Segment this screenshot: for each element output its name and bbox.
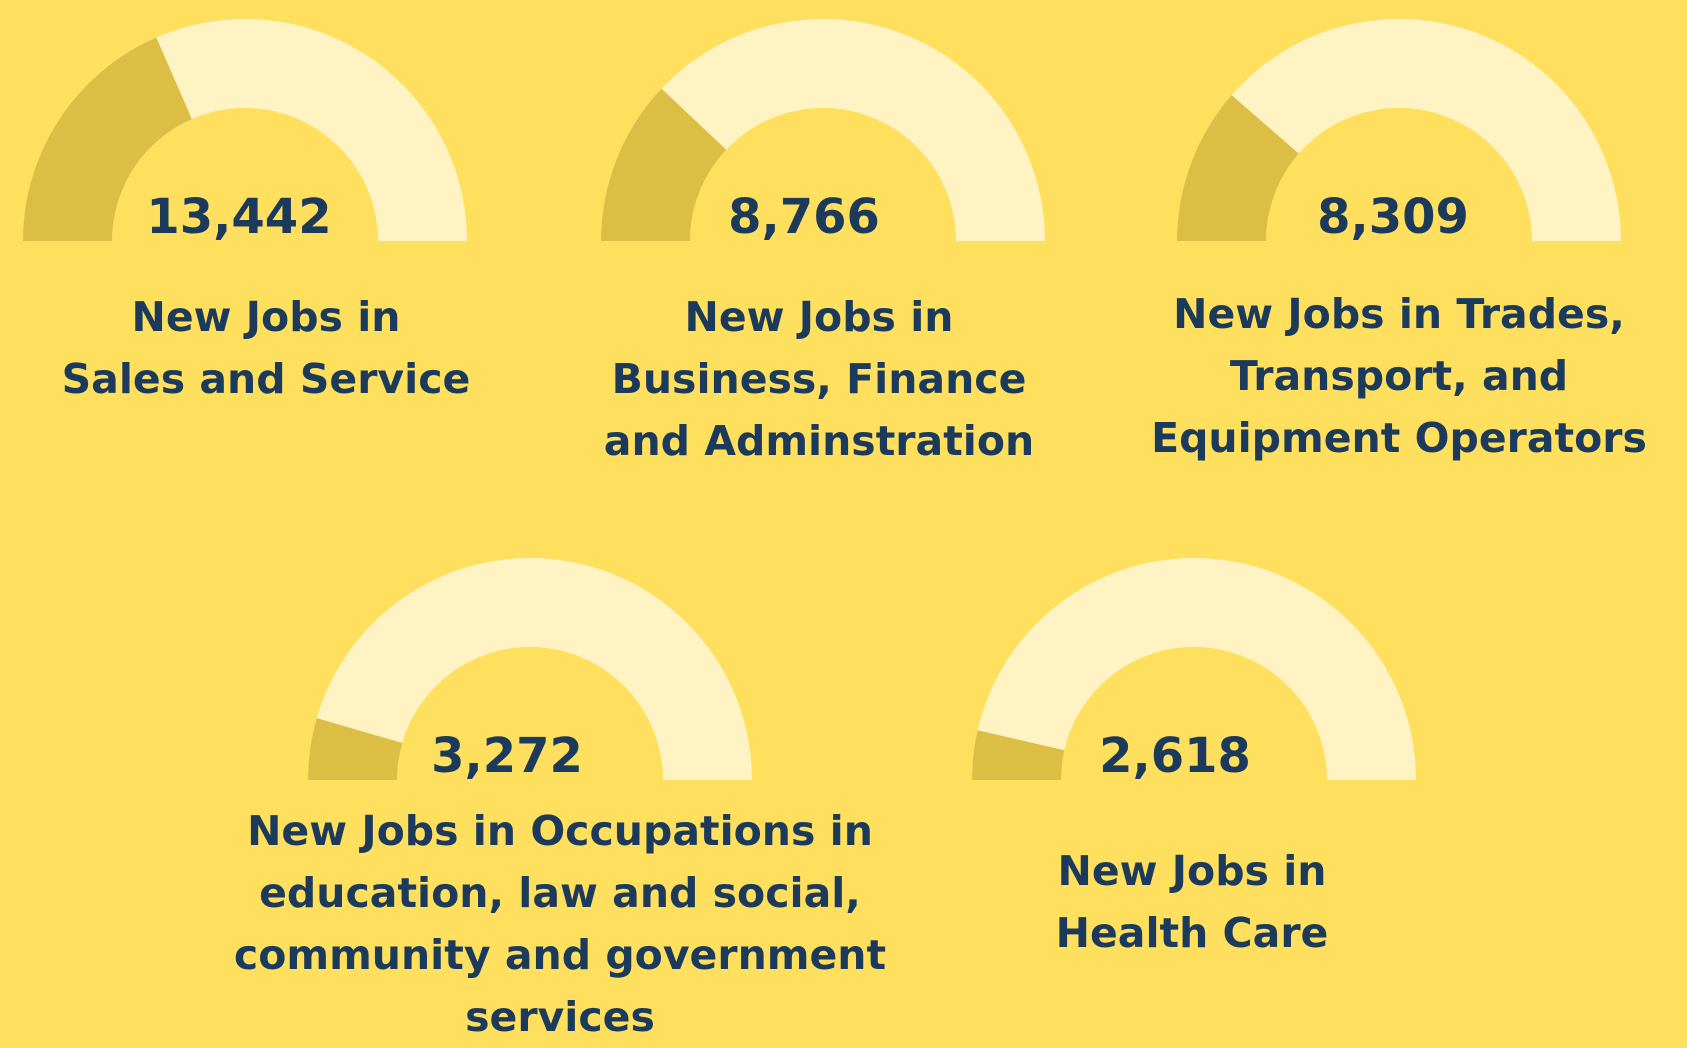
gauge-track <box>601 19 1045 241</box>
gauge-value: 2,618 <box>1099 728 1251 784</box>
gauge-value: 8,766 <box>728 189 880 245</box>
gauge-value: 13,442 <box>146 189 331 245</box>
gauge-fill <box>601 88 727 241</box>
gauge-label: New Jobs in Business, Finance and Admins… <box>603 293 1035 465</box>
gauge-track <box>972 558 1416 780</box>
gauge-label: New Jobs in Trades, Transport, and Equip… <box>1151 290 1647 462</box>
gauge-value: 3,272 <box>431 728 583 784</box>
gauge-track <box>308 558 752 780</box>
gauge-label: New Jobs in Sales and Service <box>61 293 471 403</box>
gauge-fill <box>972 730 1065 780</box>
gauge-track <box>1177 19 1621 241</box>
gauge-value: 8,309 <box>1317 189 1469 245</box>
gauge-label: New Jobs in Health Care <box>1055 847 1329 957</box>
gauge-fill <box>23 37 192 241</box>
gauge-fill <box>308 718 403 780</box>
gauge-fill <box>1177 95 1299 241</box>
